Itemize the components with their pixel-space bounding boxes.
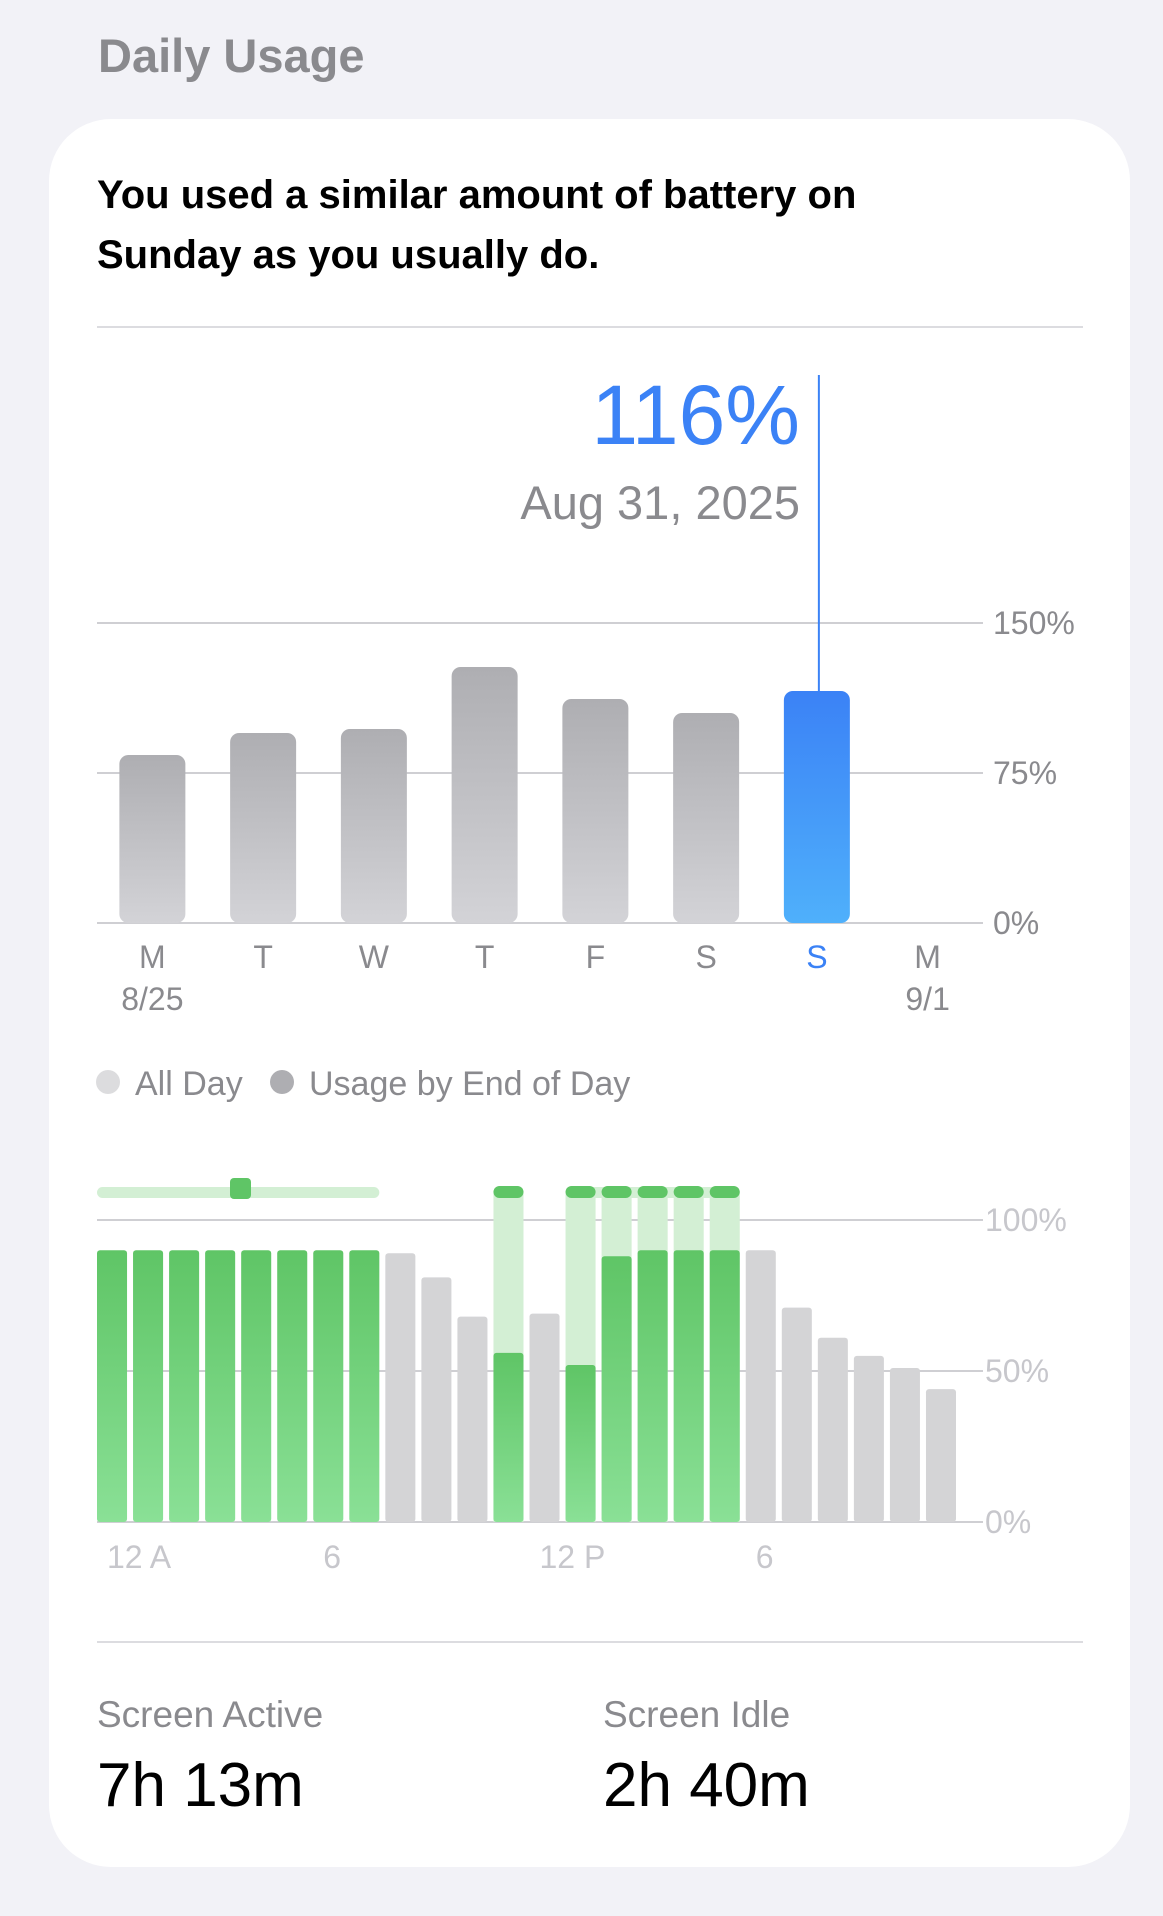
daily-bar[interactable] (673, 713, 740, 923)
hourly-bar-charging[interactable] (709, 1250, 740, 1522)
hourly-bar[interactable] (781, 1307, 812, 1522)
daily-day-label: M (914, 939, 941, 975)
hourly-bar-charging[interactable] (205, 1250, 236, 1522)
daily-day-label: F (586, 939, 606, 975)
hourly-bar[interactable] (925, 1389, 956, 1522)
daily-bar[interactable] (119, 755, 186, 923)
daily-usage-card (49, 119, 1130, 1867)
hourly-bar-charging[interactable] (313, 1250, 344, 1522)
daily-day-label: T (253, 939, 273, 975)
daily-bar[interactable] (230, 733, 297, 923)
charging-cap (709, 1186, 740, 1198)
hourly-bar-charging[interactable] (277, 1250, 308, 1522)
charging-cap (493, 1186, 524, 1198)
hourly-bar[interactable] (853, 1355, 884, 1522)
daily-date-label: 9/1 (905, 981, 949, 1017)
hourly-ytick-label: 100% (985, 1202, 1067, 1238)
daily-bar[interactable] (562, 699, 629, 923)
daily-bar[interactable] (451, 667, 518, 923)
hourly-bar-charging[interactable] (493, 1352, 524, 1522)
hourly-bar-charging[interactable] (97, 1250, 128, 1522)
hourly-bar-charging[interactable] (673, 1250, 704, 1522)
hourly-bar-charging[interactable] (169, 1250, 200, 1522)
usage-summary: You used a similar amount of battery on … (97, 173, 857, 277)
hourly-bar[interactable] (385, 1253, 416, 1522)
screen-active-label: Screen Active (97, 1694, 324, 1735)
hourly-x-label: 6 (756, 1539, 774, 1575)
hourly-ytick-label: 50% (985, 1353, 1049, 1389)
daily-day-label: S (695, 939, 716, 975)
hourly-bar-charging[interactable] (241, 1250, 272, 1522)
hourly-ytick-label: 0% (985, 1504, 1031, 1540)
hourly-bar[interactable] (457, 1316, 488, 1522)
charging-cap (673, 1186, 704, 1198)
hourly-x-label: 12 P (540, 1539, 606, 1575)
daily-day-label: M (139, 939, 166, 975)
daily-day-label: S (806, 939, 827, 975)
screen-active-value: 7h 13m (97, 1751, 304, 1820)
daily-day-label: T (475, 939, 495, 975)
legend-usage-end-of-day: Usage by End of Day (309, 1065, 630, 1103)
charging-marker (230, 1178, 251, 1199)
legend-usage-dot (270, 1070, 294, 1094)
hourly-x-label: 6 (323, 1539, 341, 1575)
hourly-bar-charging[interactable] (637, 1250, 668, 1522)
daily-day-label: W (359, 939, 390, 975)
daily-date-label: 8/25 (121, 981, 183, 1017)
daily-bar[interactable] (340, 729, 407, 923)
daily-bar-selected[interactable] (783, 691, 850, 923)
hourly-bar[interactable] (421, 1277, 452, 1522)
hourly-bar-charging[interactable] (601, 1256, 632, 1522)
hourly-bar-charging[interactable] (565, 1364, 596, 1522)
daily-ytick-label: 0% (993, 905, 1039, 941)
charging-cap (565, 1186, 596, 1198)
charging-cap (601, 1186, 632, 1198)
selected-value: 116% (591, 368, 800, 462)
daily-ytick-label: 150% (993, 605, 1075, 641)
hourly-x-label: 12 A (107, 1539, 172, 1575)
screen-idle-value: 2h 40m (603, 1751, 810, 1820)
daily-ytick-label: 75% (993, 755, 1057, 791)
top-divider (97, 326, 1083, 328)
screen-idle-label: Screen Idle (603, 1694, 791, 1735)
legend-all-day: All Day (135, 1065, 243, 1103)
hourly-bar-charging[interactable] (133, 1250, 164, 1522)
legend-all-day-dot (96, 1070, 120, 1094)
hourly-bar-charging[interactable] (349, 1250, 380, 1522)
section-title: Daily Usage (98, 29, 365, 82)
selected-date: Aug 31, 2025 (520, 476, 800, 529)
charging-cap (637, 1186, 668, 1198)
bottom-divider (97, 1641, 1083, 1643)
hourly-bar[interactable] (745, 1250, 776, 1522)
hourly-bar[interactable] (529, 1313, 560, 1522)
hourly-bar[interactable] (889, 1367, 920, 1522)
hourly-bar[interactable] (817, 1337, 848, 1522)
